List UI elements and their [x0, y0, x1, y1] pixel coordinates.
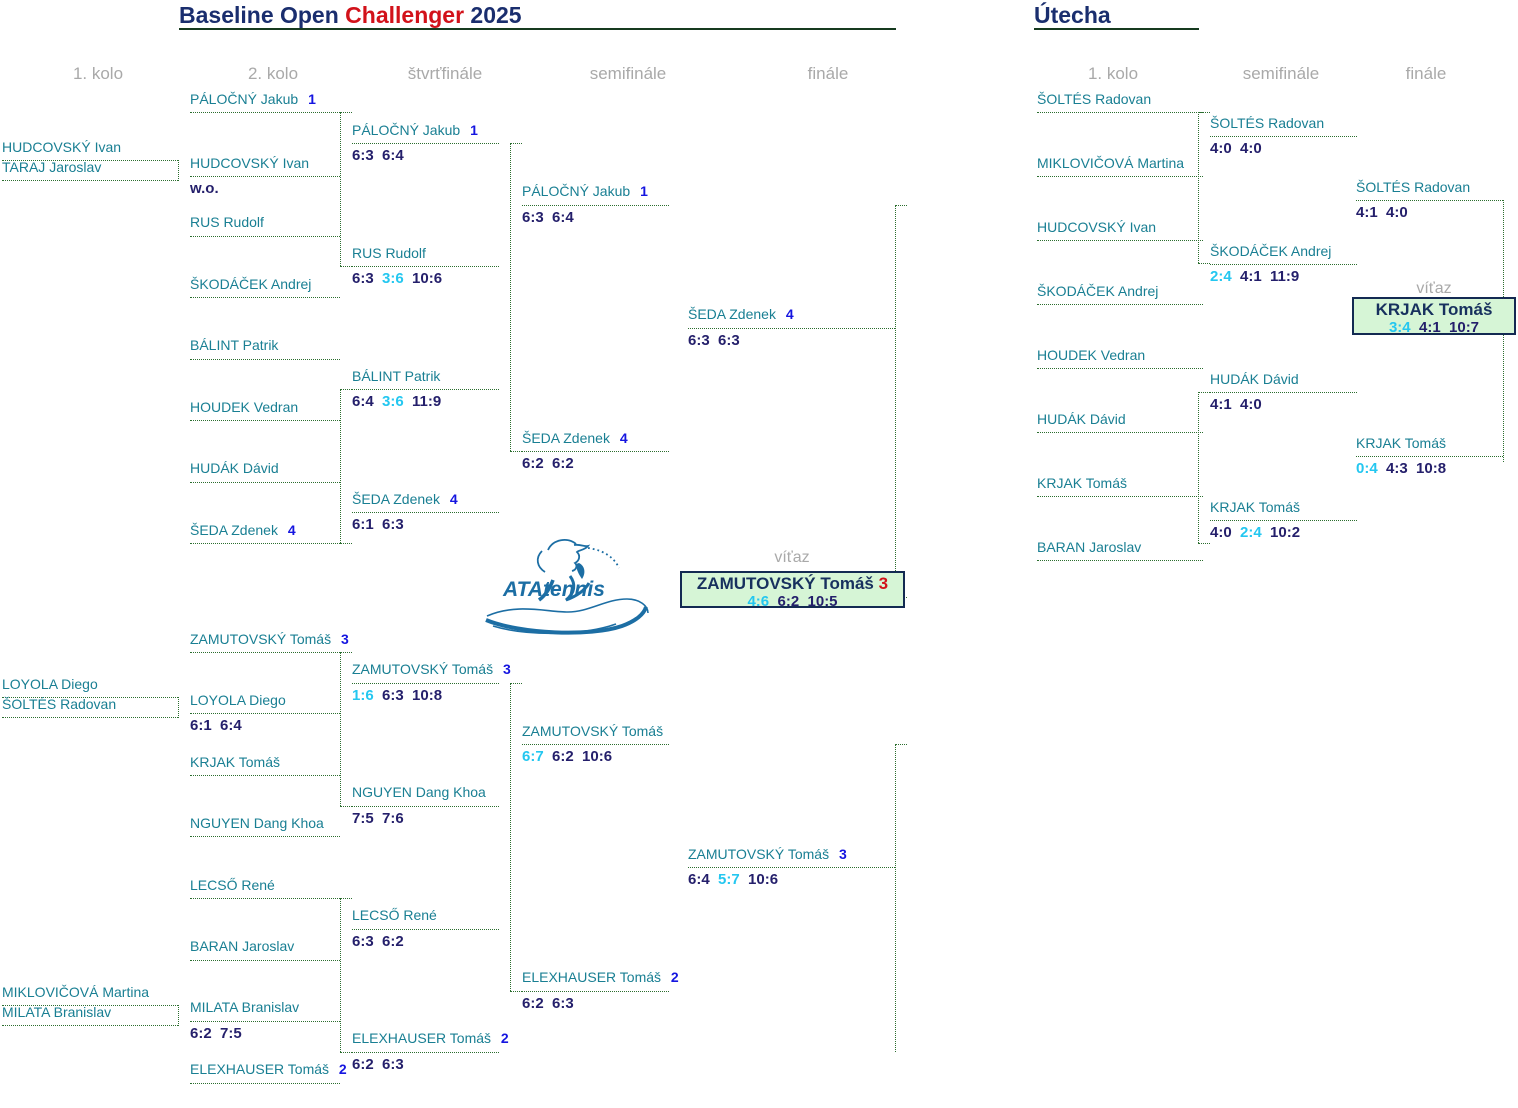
svg-text:ATAtennis: ATAtennis	[502, 578, 605, 601]
